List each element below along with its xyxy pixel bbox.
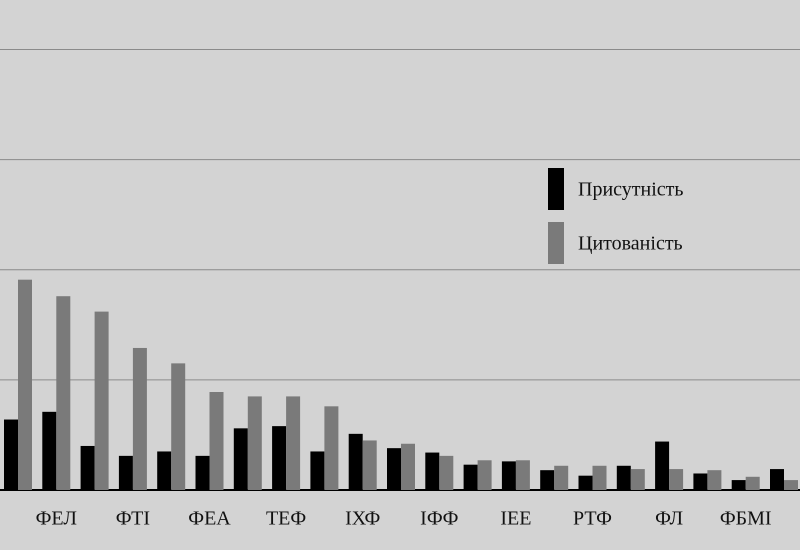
bar bbox=[630, 469, 645, 490]
bar bbox=[707, 470, 722, 490]
x-tick-label: ФЛ bbox=[655, 508, 683, 530]
legend-label: Присутність bbox=[578, 179, 684, 201]
x-tick-label: ІФФ bbox=[420, 508, 458, 530]
bar bbox=[731, 480, 746, 490]
bar bbox=[310, 451, 325, 490]
bar bbox=[401, 443, 415, 490]
bar bbox=[247, 396, 262, 490]
bar bbox=[693, 473, 708, 490]
bar bbox=[118, 455, 133, 490]
bar bbox=[286, 396, 301, 490]
bar bbox=[4, 419, 18, 490]
x-tick-label: ФТІ bbox=[116, 508, 150, 530]
bar bbox=[18, 279, 32, 490]
bar bbox=[157, 451, 172, 490]
bar bbox=[42, 411, 57, 490]
bar bbox=[272, 426, 287, 490]
bar bbox=[425, 452, 440, 490]
x-tick-label: ІЕЕ bbox=[500, 508, 531, 530]
bar bbox=[515, 460, 530, 490]
bar bbox=[784, 480, 798, 490]
bar bbox=[439, 455, 454, 490]
bar bbox=[195, 455, 210, 490]
x-tick-label: ІХФ bbox=[345, 508, 380, 530]
bar bbox=[578, 475, 593, 490]
bar bbox=[592, 465, 607, 490]
bar bbox=[745, 476, 760, 490]
bar bbox=[616, 465, 631, 490]
bar bbox=[501, 461, 516, 490]
x-tick-label: ФЕА bbox=[188, 508, 231, 530]
bar bbox=[94, 311, 109, 490]
x-tick-label: РТФ bbox=[573, 508, 612, 530]
bar bbox=[540, 470, 555, 490]
x-tick-label: ФЕЛ bbox=[36, 508, 77, 530]
legend-label: Цитованість bbox=[578, 233, 683, 255]
bar bbox=[233, 428, 248, 490]
bar bbox=[477, 460, 492, 490]
bar bbox=[655, 441, 670, 490]
bar bbox=[463, 464, 478, 490]
bar bbox=[387, 448, 401, 490]
bar bbox=[209, 392, 224, 490]
bar bbox=[56, 296, 71, 490]
bar bbox=[132, 347, 147, 490]
bar bbox=[770, 469, 784, 490]
bar bbox=[669, 469, 684, 490]
x-tick-label: ТЕФ bbox=[266, 508, 306, 530]
x-tick-label: ФБМІ bbox=[720, 508, 772, 530]
legend-swatch bbox=[548, 222, 564, 264]
bar bbox=[362, 440, 377, 490]
legend-swatch bbox=[548, 168, 564, 210]
bar bbox=[171, 363, 186, 490]
bar bbox=[80, 445, 95, 490]
bar bbox=[324, 406, 339, 490]
bar bbox=[554, 465, 569, 490]
bar bbox=[348, 433, 363, 490]
